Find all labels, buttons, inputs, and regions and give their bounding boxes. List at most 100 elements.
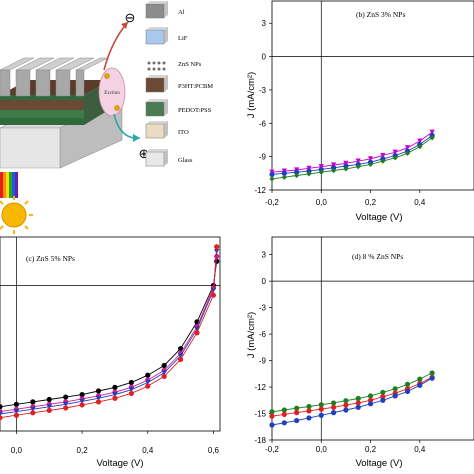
data-point [112, 392, 118, 398]
y-tick-label: -9 [259, 357, 267, 366]
series-0 [0, 258, 220, 410]
data-point [330, 404, 337, 410]
data-point [46, 407, 52, 413]
data-point [13, 401, 20, 407]
data-point [417, 144, 423, 150]
data-point [306, 165, 312, 171]
y-axis-label: J (mA/cm²) [246, 72, 257, 118]
x-tick-label: 0,2 [365, 445, 377, 454]
series-line [271, 131, 433, 173]
chart-panel-c: 0,0 0,2 0,4 0,6 (c) ZnS 5% NPs Voltage (V) [0, 236, 221, 469]
data-point [294, 417, 300, 424]
x-tick-label: 0,2 [365, 198, 377, 207]
plot-frame [271, 236, 474, 441]
data-point [294, 169, 300, 175]
data-point [355, 395, 361, 402]
data-point [145, 379, 151, 386]
data-point [355, 158, 361, 164]
panel-annotation: (d) 8 % ZnS NPs [352, 252, 403, 261]
data-point [367, 393, 374, 399]
layer-swatch [145, 1, 168, 19]
data-point [367, 401, 374, 407]
panel-annotation: (c) ZnS 5% NPs [26, 254, 75, 263]
data-point [343, 402, 349, 408]
series-0 [269, 370, 435, 415]
hole-symbol: ⊕ [139, 146, 150, 161]
data-point [281, 420, 287, 426]
x-tick-label: 0,0 [316, 198, 328, 207]
data-point [417, 382, 423, 388]
data-point [210, 292, 217, 298]
data-point [367, 156, 374, 162]
data-point [355, 400, 361, 406]
data-point [306, 415, 312, 421]
data-point [330, 410, 337, 416]
exciton-label: Exciton [104, 91, 120, 96]
data-point [79, 402, 85, 408]
data-point [281, 411, 287, 418]
y-tick-label: -9 [259, 153, 267, 162]
data-point [343, 160, 349, 166]
data-point [306, 408, 312, 414]
data-point [0, 404, 3, 410]
data-point [95, 399, 102, 405]
data-point [294, 172, 300, 179]
y-tick-label: -12 [254, 383, 266, 392]
data-point [330, 400, 337, 406]
x-axis-label: Voltage (V) [356, 458, 403, 469]
layer-swatch [145, 149, 168, 167]
layer-legend: Al LiF ZnS NPs P3HT:PCBM PEDOT:PSS ITO Glass [145, 1, 213, 167]
data-point [145, 383, 151, 389]
data-point [30, 410, 36, 416]
data-point [194, 326, 200, 332]
data-point [128, 379, 134, 386]
data-point [79, 398, 85, 404]
data-point [63, 394, 69, 400]
series-2 [0, 248, 220, 417]
layer-swatch [145, 27, 168, 45]
data-point [330, 167, 337, 174]
data-point [281, 174, 287, 180]
x-tick-label: 0,0 [316, 445, 328, 454]
data-point [112, 384, 118, 390]
x-tick-label: 0,4 [414, 445, 426, 454]
data-point [429, 135, 435, 141]
layer-swatch [145, 121, 168, 139]
data-point [318, 169, 324, 175]
data-point [330, 162, 337, 168]
device-pedot-layer [0, 110, 84, 118]
x-tick-label: 0,6 [208, 446, 220, 455]
data-point [161, 362, 167, 369]
data-point [392, 393, 398, 399]
data-point [380, 158, 386, 164]
data-point [306, 168, 312, 174]
data-point [355, 164, 361, 170]
data-point [294, 410, 300, 416]
data-point [194, 330, 200, 336]
electron-symbol: ⊖ [125, 10, 136, 25]
data-point [343, 407, 349, 413]
x-tick-label: 0,4 [142, 446, 154, 455]
data-point [145, 372, 151, 378]
series-3 [0, 244, 220, 421]
data-point [306, 171, 312, 177]
data-point [404, 150, 411, 156]
y-tick-label: -15 [254, 410, 266, 419]
device-electrodes [0, 57, 109, 97]
data-point [367, 161, 374, 168]
y-tick-label: -3 [259, 304, 267, 313]
data-point [306, 403, 312, 410]
data-point [380, 389, 386, 395]
data-point [318, 166, 324, 173]
data-point [343, 398, 349, 404]
layer-label: Al [178, 9, 185, 16]
data-point [281, 407, 287, 413]
data-point [392, 155, 398, 161]
data-point [13, 412, 20, 418]
data-point [46, 396, 52, 403]
data-point [0, 415, 3, 421]
data-point [128, 387, 134, 393]
data-point [161, 373, 167, 380]
data-point [95, 395, 102, 401]
data-point [318, 412, 324, 418]
